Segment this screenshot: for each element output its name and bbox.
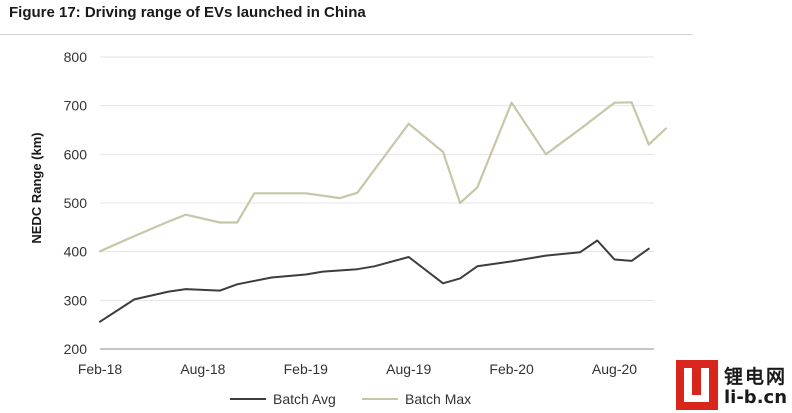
y-tick-label: 300 [64,292,88,308]
x-tick-label: Feb-19 [284,361,329,377]
legend-label: Batch Avg [273,391,336,407]
y-tick-label: 500 [64,195,88,211]
logo-mark [676,360,718,410]
title-divider [0,34,693,35]
series-lines [98,101,668,323]
x-tick-label: Feb-20 [489,361,534,377]
series-line-batch-max [98,101,668,253]
y-tick-label: 600 [64,146,88,162]
gridlines [100,56,654,350]
y-axis-ticks: 200 300 400 500 600 700 800 [64,49,88,357]
x-axis-ticks: Feb-18 Aug-18 Feb-19 Aug-19 Feb-20 Aug-20 [78,361,637,377]
series-line-batch-avg [99,239,650,323]
y-axis-label: NEDC Range (km) [29,132,44,243]
logo-chinese-text: 锂电网 [724,366,788,388]
y-tick-label: 800 [64,49,88,65]
figure-title: Figure 17: Driving range of EVs launched… [9,4,366,21]
x-tick-label: Aug-18 [180,361,225,377]
y-tick-label: 700 [64,98,88,114]
watermark-logo: 锂电网 li-b.cn [676,360,792,413]
y-tick-label: 400 [64,244,88,260]
x-tick-label: Aug-20 [592,361,637,377]
x-tick-label: Aug-19 [386,361,431,377]
legend-label: Batch Max [405,391,471,407]
logo-url-text: li-b.cn [724,387,788,408]
legend: Batch Avg Batch Max [230,391,471,407]
y-tick-label: 200 [64,341,88,357]
x-tick-label: Feb-18 [78,361,123,377]
